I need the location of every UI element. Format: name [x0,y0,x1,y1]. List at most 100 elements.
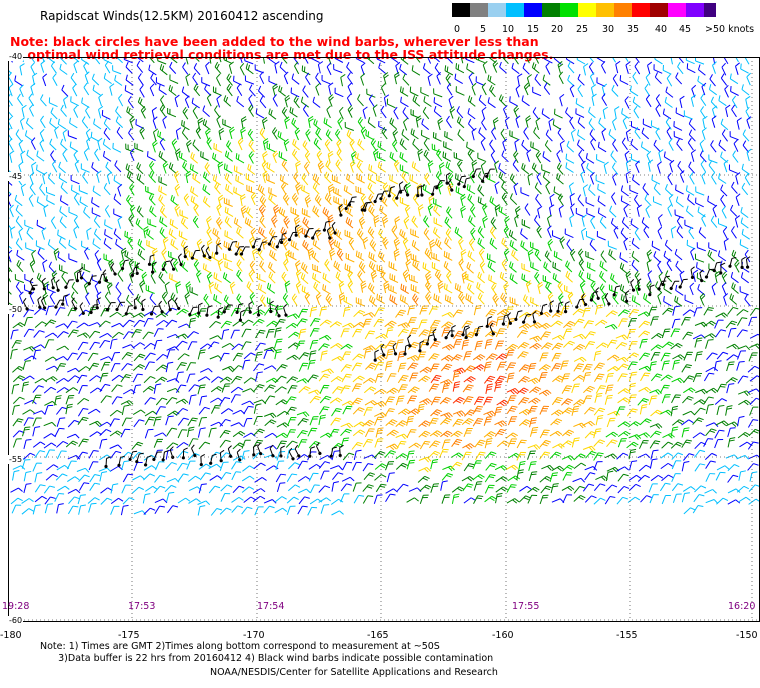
wind-barb [539,405,549,415]
wind-barb [461,418,474,425]
wind-barb [226,73,233,86]
wind-barb [12,470,20,481]
wind-barb [49,138,57,151]
wind-barb [392,128,399,142]
wind-barb [473,481,483,491]
contaminated-barb [205,305,213,317]
wind-barb [10,226,16,239]
wind-barb [103,73,112,85]
wind-barb [341,351,352,361]
wind-barb [660,462,673,470]
wind-barb [362,484,374,492]
wind-barb [558,293,564,306]
wind-barb [274,61,280,74]
wind-barb [600,61,607,74]
wind-barb [456,116,465,129]
wind-barb [651,332,664,340]
wind-barb [657,214,663,227]
wind-barb [231,505,243,513]
wind-barb [131,329,142,338]
contaminated-barb [612,285,621,297]
wind-barb [156,319,169,327]
wind-barb [8,242,13,249]
wind-barb [584,331,596,340]
wind-barb [262,151,268,164]
wind-barb [582,445,596,452]
wind-barb [472,418,484,427]
wind-barb [547,225,552,238]
wind-barb [176,462,188,472]
wind-barb [661,328,671,339]
contaminated-barb [308,446,316,458]
wind-barb [67,488,81,494]
wind-barb [116,127,124,140]
wind-barb [508,229,517,241]
wind-barb [404,204,411,218]
wind-barb [224,206,234,218]
wind-barb [110,505,120,515]
wind-barb [79,196,88,208]
wind-barb [152,140,158,153]
wind-barb [397,350,406,362]
wind-barb [658,272,664,285]
wind-barb [21,459,31,469]
wind-barb [187,341,198,351]
wind-barb [653,64,663,74]
wind-barb [199,395,208,406]
wind-barb [367,226,375,239]
wind-barb [700,93,707,106]
wind-barb [661,441,674,449]
contaminated-barb [215,242,222,255]
wind-barb [396,483,409,492]
wind-barb [135,218,144,230]
wind-barb [455,86,465,96]
wind-barb [178,151,188,162]
wind-barb [73,215,80,229]
wind-barb [144,428,154,439]
wind-barb [720,118,729,131]
wind-barb [241,341,252,350]
wind-barb [695,388,708,395]
wind-barb [737,431,751,439]
wind-barb [352,375,365,383]
wind-barb [749,471,758,482]
wind-barb [401,171,408,184]
wind-barb [362,495,374,504]
wind-barb [87,408,101,415]
wind-barb [374,361,385,371]
wind-barb [383,94,390,107]
wind-barb [593,439,605,447]
wind-barb [644,83,651,97]
wind-barb [666,73,673,87]
wind-barb [745,95,751,109]
contaminated-barb [485,168,495,178]
wind-barb [551,396,563,406]
wind-barb [429,319,441,329]
wind-barb [661,341,674,349]
wind-barb [25,117,34,130]
wind-barb [552,230,561,240]
wind-barb [174,183,181,197]
wind-barb [87,306,97,317]
wind-barb [366,57,375,65]
contaminated-barb [450,324,456,338]
wind-barb [615,356,629,363]
wind-barb [224,172,232,185]
wind-barb [731,181,738,194]
wind-barb [489,84,496,98]
wind-barb [716,351,729,360]
wind-barb [665,184,673,196]
wind-barb [88,362,100,372]
wind-barb [268,227,276,240]
wind-barb [297,439,308,449]
wind-barb [715,312,728,318]
wind-barb [610,273,618,285]
wind-barb [477,292,485,305]
wind-barb [142,331,154,340]
wind-barb [34,308,47,315]
wind-barb [597,183,606,195]
wind-barb [117,216,123,229]
wind-barb [65,440,78,448]
wind-barb [60,138,68,151]
wind-barb [291,293,298,306]
